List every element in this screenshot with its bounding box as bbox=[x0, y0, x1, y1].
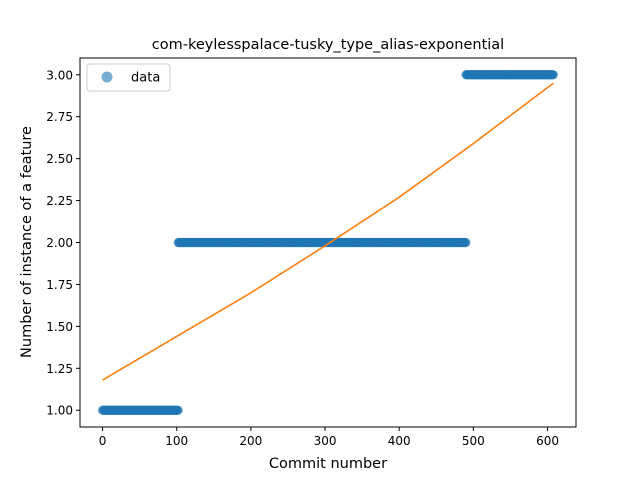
x-tick-label: 300 bbox=[314, 434, 337, 448]
x-tick-label: 100 bbox=[165, 434, 188, 448]
y-tick-label: 2.25 bbox=[46, 194, 73, 208]
legend-box bbox=[86, 63, 171, 92]
chart-title: com-keylesspalace-tusky_type_alias-expon… bbox=[152, 37, 504, 53]
y-tick-label: 3.00 bbox=[46, 68, 73, 82]
x-tick-label: 400 bbox=[388, 434, 411, 448]
y-tick-label: 1.50 bbox=[46, 320, 73, 334]
y-tick-label: 1.25 bbox=[46, 362, 73, 376]
x-tick-label: 500 bbox=[462, 434, 485, 448]
y-axis-label: Number of instance of a feature bbox=[19, 126, 35, 358]
y-tick-label: 2.00 bbox=[46, 236, 73, 250]
y-tick-label: 2.75 bbox=[46, 110, 73, 124]
y-tick-label: 1.75 bbox=[46, 278, 73, 292]
y-tick-label: 2.50 bbox=[46, 152, 73, 166]
data-points bbox=[97, 70, 559, 415]
data-point bbox=[548, 70, 559, 80]
legend: data bbox=[86, 63, 171, 92]
x-axis: 0 100 200 300 400 500 600 bbox=[99, 427, 559, 448]
y-axis: 1.00 1.25 1.50 1.75 2.00 2.25 2.50 2.75 3.00 bbox=[46, 68, 80, 418]
fit-line bbox=[102, 82, 554, 381]
x-tick-label: 600 bbox=[536, 434, 559, 448]
x-axis-label: Commit number bbox=[269, 456, 387, 472]
data-point bbox=[461, 237, 471, 248]
fit-line-group bbox=[102, 82, 554, 381]
legend-marker-data bbox=[101, 71, 113, 83]
x-tick-label: 0 bbox=[99, 434, 107, 448]
data-point bbox=[173, 405, 183, 415]
legend-label-data: data bbox=[131, 71, 160, 86]
y-tick-label: 1.00 bbox=[46, 404, 73, 418]
x-tick-label: 200 bbox=[239, 434, 262, 448]
